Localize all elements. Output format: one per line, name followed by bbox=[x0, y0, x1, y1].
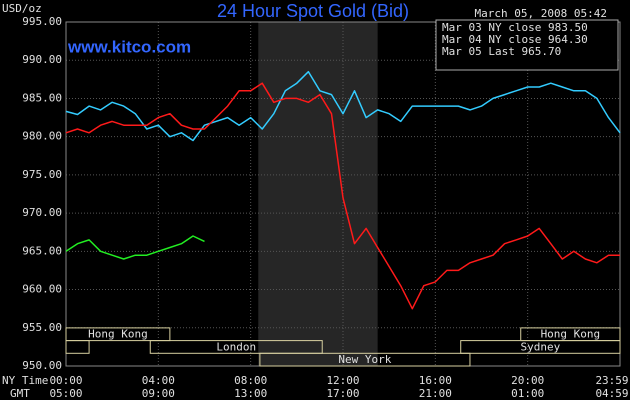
x-row-label: GMT bbox=[10, 387, 30, 400]
y-tick-label: 975.00 bbox=[22, 168, 62, 181]
x-tick-label: 12:00 bbox=[326, 374, 359, 387]
session-label: London bbox=[216, 340, 256, 353]
y-tick-label: 980.00 bbox=[22, 130, 62, 143]
y-tick-label: 960.00 bbox=[22, 283, 62, 296]
session-bar bbox=[65, 340, 90, 354]
x-tick-label: 20:00 bbox=[511, 374, 544, 387]
y-tick-label: 995.00 bbox=[22, 15, 62, 28]
series-line bbox=[65, 235, 205, 260]
session-label: New York bbox=[338, 353, 391, 366]
y-tick-label: 990.00 bbox=[22, 53, 62, 66]
y-unit: USD/oz bbox=[2, 2, 42, 15]
x-tick-label-gmt: 01:00 bbox=[511, 387, 544, 400]
legend-box bbox=[435, 19, 619, 71]
legend-entry: Mar 03 NY close 983.50 bbox=[442, 21, 588, 34]
session-bar bbox=[259, 352, 471, 367]
session-label: Hong Kong bbox=[88, 328, 148, 341]
y-tick-label: 985.00 bbox=[22, 91, 62, 104]
legend-entry: Mar 05 Last 965.70 bbox=[442, 45, 561, 58]
source: www.kitco.com bbox=[67, 37, 191, 56]
session-label: Sydney bbox=[520, 340, 560, 353]
session-bar bbox=[149, 340, 323, 354]
shaded-region bbox=[258, 22, 378, 366]
session-label: Hong Kong bbox=[541, 328, 601, 341]
timestamp: March 05, 2008 05:42 bbox=[475, 7, 607, 20]
x-tick-label-gmt: 21:00 bbox=[419, 387, 452, 400]
x-tick-label: 04:00 bbox=[142, 374, 175, 387]
y-tick-label: 970.00 bbox=[22, 206, 62, 219]
y-tick-label: 950.00 bbox=[22, 359, 62, 372]
session-bar bbox=[460, 340, 621, 354]
x-tick-label-gmt: 05:00 bbox=[49, 387, 82, 400]
legend-entry: Mar 04 NY close 964.30 bbox=[442, 33, 588, 46]
series-line bbox=[65, 70, 621, 142]
x-tick-label-gmt: 17:00 bbox=[326, 387, 359, 400]
x-tick-label-gmt: 04:59 bbox=[595, 387, 628, 400]
chart-title: 24 Hour Spot Gold (Bid) bbox=[217, 1, 409, 21]
x-tick-label-gmt: 13:00 bbox=[234, 387, 267, 400]
x-tick-label: 08:00 bbox=[234, 374, 267, 387]
y-tick-label: 955.00 bbox=[22, 321, 62, 334]
x-tick-label: 23:59 bbox=[595, 374, 628, 387]
x-tick-label-gmt: 09:00 bbox=[142, 387, 175, 400]
x-tick-label: 16:00 bbox=[419, 374, 452, 387]
session-bar bbox=[65, 327, 171, 342]
x-row-label: NY Time bbox=[2, 374, 48, 387]
series-line bbox=[65, 82, 620, 310]
x-tick-label: 00:00 bbox=[49, 374, 82, 387]
y-tick-label: 965.00 bbox=[22, 244, 62, 257]
